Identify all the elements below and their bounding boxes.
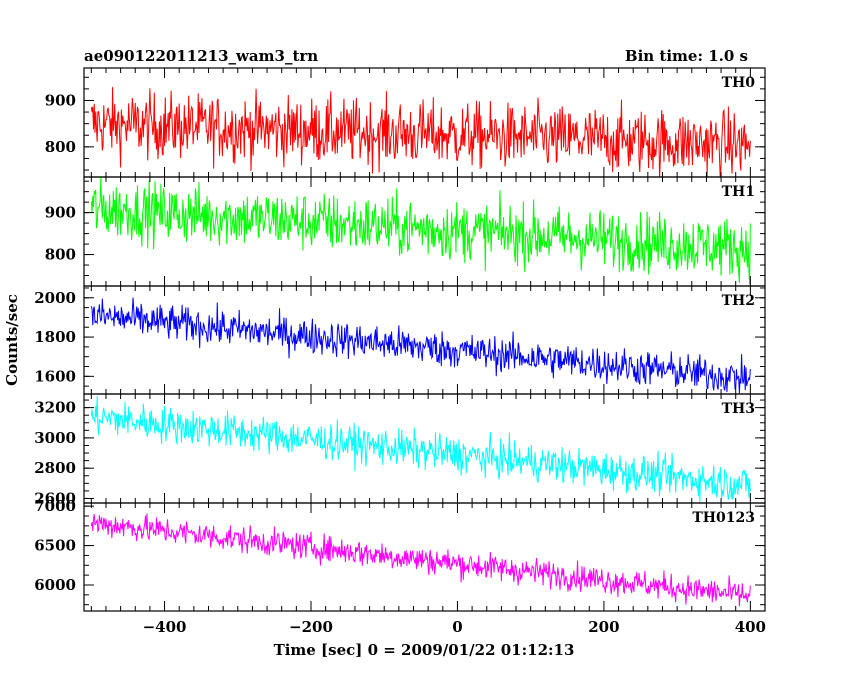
panel-th3: 2600 2800 3000 3200 TH3 — [34, 393, 766, 507]
panel-label: TH0123 — [692, 510, 755, 526]
chart-title: ae090122011213_wam3_trn — [84, 47, 318, 65]
x-axis-label: Time [sec] 0 = 2009/01/22 01:12:13 — [274, 641, 575, 659]
y-tick-label: 6500 — [34, 537, 76, 555]
x-tick-label: −200 — [289, 618, 333, 636]
panel-th2: 1600 1800 2000 TH2 — [34, 285, 766, 395]
y-tick-label: 900 — [45, 204, 76, 222]
panel-label: TH0 — [722, 75, 756, 91]
y-tick-label: 3000 — [34, 429, 76, 447]
panel-label: TH3 — [722, 401, 755, 417]
series-line-th0123 — [90, 513, 751, 607]
series-line-th3 — [90, 396, 751, 503]
y-tick-label: 2000 — [34, 289, 76, 307]
y-tick-label: 800 — [45, 138, 76, 156]
y-tick-label: 3200 — [34, 399, 76, 417]
bin-time-label: Bin time: 1.0 s — [625, 47, 748, 65]
x-tick-label: −400 — [143, 618, 187, 636]
y-tick-label: 2600 — [34, 489, 76, 507]
panel-label: TH1 — [722, 184, 755, 200]
y-tick-label: 7000 — [34, 497, 76, 515]
x-tick-label: 0 — [452, 618, 462, 636]
y-tick-label: 2800 — [34, 459, 76, 477]
y-tick-label: 800 — [45, 246, 76, 264]
series-line-th0 — [90, 87, 751, 177]
y-tick-label: 900 — [45, 91, 76, 109]
panel-label: TH2 — [722, 293, 755, 309]
panel-th1: 800 900 TH1 — [45, 176, 766, 287]
series-line-th1 — [90, 177, 751, 285]
y-tick-label: 1600 — [34, 367, 76, 385]
y-axis-label: Counts/sec — [3, 294, 21, 386]
series-line-th2 — [90, 297, 751, 394]
y-tick-label: 6000 — [34, 576, 76, 594]
panel-frame — [83, 502, 766, 612]
x-tick-label: 200 — [588, 618, 619, 636]
panel-th0123: 6000 6500 7000 TH0123 −400 −200 0 200 400 — [34, 497, 766, 636]
y-tick-label: 1800 — [34, 328, 76, 346]
x-tick-label: 400 — [735, 618, 766, 636]
panel-th0: 800 900 TH0 — [45, 67, 766, 178]
